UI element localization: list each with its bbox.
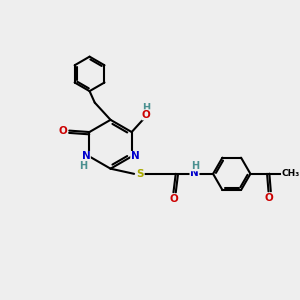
Text: H: H	[79, 161, 87, 171]
Text: O: O	[142, 110, 151, 120]
Text: N: N	[82, 152, 90, 161]
Text: CH₃: CH₃	[281, 169, 300, 178]
Text: N: N	[131, 152, 140, 161]
Text: H: H	[142, 103, 150, 112]
Text: O: O	[264, 193, 273, 203]
Text: S: S	[137, 169, 144, 179]
Text: H: H	[191, 161, 200, 171]
Text: O: O	[169, 194, 178, 204]
Text: O: O	[58, 126, 67, 136]
Text: N: N	[190, 168, 199, 178]
